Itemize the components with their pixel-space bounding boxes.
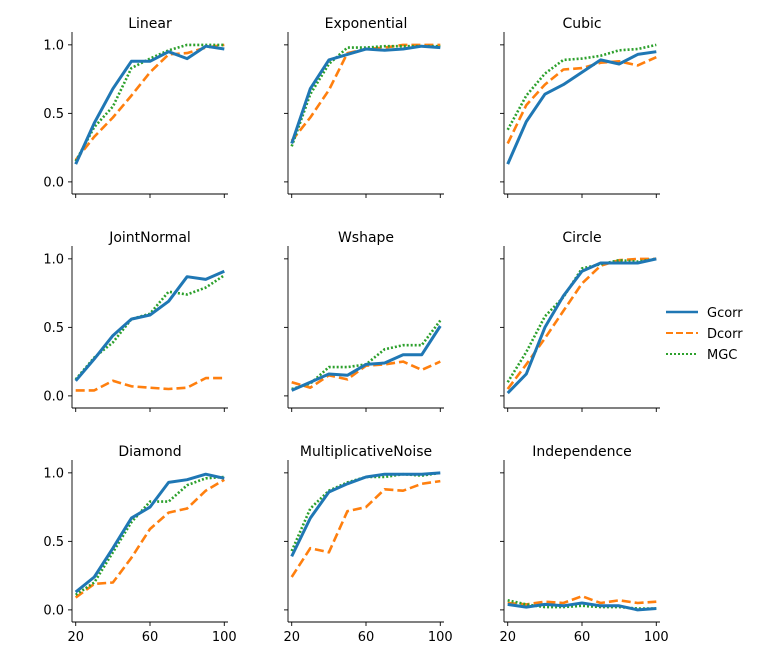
series-line-gcorr bbox=[74, 472, 225, 594]
x-tick-label: 20 bbox=[283, 630, 300, 645]
series-line-mgc bbox=[74, 274, 226, 381]
series-line-mgc bbox=[506, 43, 657, 131]
series-line-gcorr bbox=[506, 50, 657, 165]
panel-title: Independence bbox=[532, 444, 632, 460]
series-line-gcorr bbox=[74, 44, 225, 165]
panel-diamond: Diamond 0.0 0.5 1.0 20 60 100 bbox=[43, 444, 236, 645]
series-line-gcorr bbox=[290, 471, 441, 558]
panel-circle: Circle bbox=[500, 230, 660, 412]
panel-wshape: Wshape bbox=[284, 230, 444, 412]
y-tick-label: 0.5 bbox=[43, 321, 64, 336]
y-tick-label: 1.0 bbox=[43, 252, 64, 267]
y-tick-label: 0.5 bbox=[43, 107, 64, 122]
y-tick-label: 1.0 bbox=[43, 38, 64, 53]
series-line-gcorr bbox=[290, 44, 441, 144]
y-tick-label: 1.0 bbox=[43, 466, 64, 481]
panel-title: Linear bbox=[128, 16, 172, 32]
x-tick-label: 60 bbox=[574, 630, 591, 645]
x-tick-label: 20 bbox=[499, 630, 516, 645]
series-line-gcorr bbox=[74, 269, 225, 382]
y-tick-label: 0.0 bbox=[43, 175, 64, 190]
series-line-mgc bbox=[74, 43, 225, 162]
legend: Gcorr Dcorr MGC bbox=[666, 306, 743, 363]
legend-label-gcorr: Gcorr bbox=[707, 306, 743, 321]
panel-title: Wshape bbox=[338, 230, 394, 246]
panel-title: Circle bbox=[562, 230, 601, 246]
x-tick-label: 100 bbox=[644, 630, 669, 645]
x-tick-label: 60 bbox=[142, 630, 159, 645]
panel-multiplicativenoise: MultiplicativeNoise 20 60 100 bbox=[283, 444, 452, 645]
panel-exponential: Exponential bbox=[284, 16, 444, 198]
series-line-dcorr bbox=[75, 376, 225, 392]
series-line-dcorr bbox=[290, 479, 441, 578]
legend-label-mgc: MGC bbox=[707, 348, 737, 363]
series-line-gcorr bbox=[507, 601, 657, 612]
y-tick-label: 0.0 bbox=[43, 603, 64, 618]
series-line-dcorr bbox=[74, 478, 225, 599]
x-tick-label: 100 bbox=[428, 630, 453, 645]
series-line-dcorr bbox=[290, 43, 441, 142]
panel-title: Exponential bbox=[325, 16, 408, 32]
series-line-gcorr bbox=[506, 257, 657, 395]
series-line-gcorr bbox=[291, 325, 442, 392]
series-line-mgc bbox=[290, 44, 441, 147]
series-line-dcorr bbox=[506, 56, 657, 145]
series-line-mgc bbox=[74, 475, 225, 596]
legend-label-dcorr: Dcorr bbox=[707, 327, 743, 342]
panel-independence: Independence 20 60 100 bbox=[499, 444, 668, 645]
y-tick-label: 0.0 bbox=[43, 389, 64, 404]
panel-title: Diamond bbox=[118, 444, 181, 460]
panel-title: MultiplicativeNoise bbox=[300, 444, 432, 460]
series-line-dcorr bbox=[506, 257, 657, 390]
series-line-mgc bbox=[506, 257, 657, 383]
panel-title: Cubic bbox=[562, 16, 601, 32]
y-tick-label: 0.5 bbox=[43, 535, 64, 550]
panel-cubic: Cubic bbox=[500, 16, 660, 198]
x-tick-label: 60 bbox=[358, 630, 375, 645]
x-tick-label: 20 bbox=[67, 630, 84, 645]
panel-jointnormal: JointNormal 0.0 0.5 1.0 bbox=[43, 230, 228, 412]
panel-title: JointNormal bbox=[108, 230, 191, 246]
x-tick-label: 100 bbox=[212, 630, 237, 645]
panel-linear: Linear 0.0 0.5 1.0 bbox=[43, 16, 228, 198]
